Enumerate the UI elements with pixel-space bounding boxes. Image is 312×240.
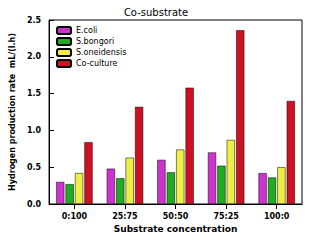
svg-text:100:0: 100:0 bbox=[264, 212, 290, 221]
svg-text:50:50: 50:50 bbox=[163, 212, 189, 221]
svg-text:0.0: 0.0 bbox=[27, 200, 42, 209]
svg-text:0:100: 0:100 bbox=[62, 212, 88, 221]
svg-text:25:75: 25:75 bbox=[112, 212, 138, 221]
svg-text:2.5: 2.5 bbox=[27, 16, 42, 25]
svg-text:75:25: 75:25 bbox=[213, 212, 239, 221]
svg-text:Co-substrate: Co-substrate bbox=[124, 7, 188, 18]
svg-text:Hydrogen production rate mL/(: Hydrogen production rate mL/(l.h) bbox=[8, 33, 17, 191]
svg-text:S.bongori: S.bongori bbox=[76, 37, 114, 46]
svg-text:Substrate concentration: Substrate concentration bbox=[114, 224, 238, 234]
svg-text:1.5: 1.5 bbox=[27, 89, 42, 98]
svg-text:E.coli: E.coli bbox=[76, 26, 97, 35]
svg-text:0.5: 0.5 bbox=[27, 163, 42, 172]
svg-text:1.0: 1.0 bbox=[27, 126, 42, 135]
svg-text:Co-culture: Co-culture bbox=[76, 59, 118, 68]
svg-text:S.oneidensis: S.oneidensis bbox=[76, 48, 126, 57]
svg-text:2.0: 2.0 bbox=[27, 52, 42, 61]
